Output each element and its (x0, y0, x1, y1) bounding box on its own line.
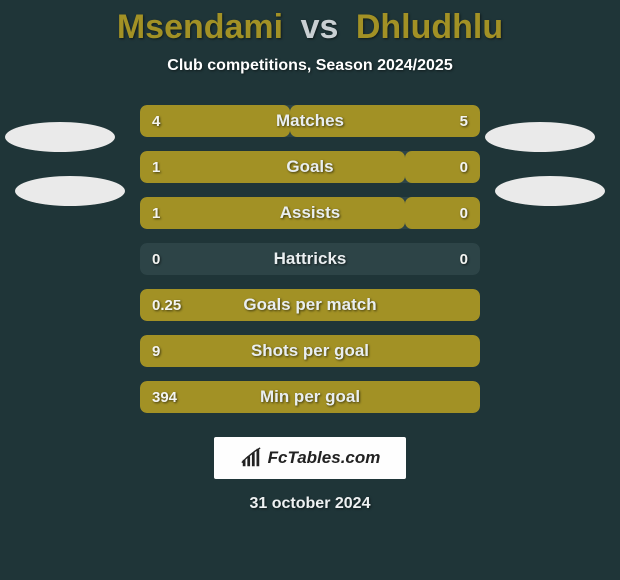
page-title: Msendami vs Dhludhlu (117, 8, 503, 47)
stat-row: Shots per goal9 (140, 335, 480, 367)
stat-row-fill-right (405, 151, 480, 183)
stat-row: Assists10 (140, 197, 480, 229)
stat-row: Hattricks00 (140, 243, 480, 275)
watermark-text: FcTables.com (268, 448, 381, 468)
stat-row-fill-left (140, 151, 405, 183)
stat-row: Goals10 (140, 151, 480, 183)
infographic-date: 31 october 2024 (250, 495, 371, 513)
comparison-infographic: Msendami vs Dhludhlu Club competitions, … (0, 0, 620, 580)
title-player2: Dhludhlu (356, 8, 503, 46)
stat-row-fill-right (290, 105, 480, 137)
stat-row-fill-right (405, 197, 480, 229)
decorative-ellipse (15, 176, 125, 206)
stat-row-fill-left (140, 335, 480, 367)
stat-row-fill-left (140, 105, 290, 137)
stat-row-track (140, 243, 480, 275)
title-player1: Msendami (117, 8, 283, 46)
stat-row: Matches45 (140, 105, 480, 137)
stat-row-fill-left (140, 289, 480, 321)
stat-row: Min per goal394 (140, 381, 480, 413)
watermark: FcTables.com (214, 437, 407, 479)
chart-icon (240, 447, 262, 469)
subtitle: Club competitions, Season 2024/2025 (167, 57, 452, 75)
title-vs: vs (301, 8, 339, 46)
stat-row: Goals per match0.25 (140, 289, 480, 321)
decorative-ellipse (5, 122, 115, 152)
stat-row-fill-left (140, 197, 405, 229)
stat-row-fill-left (140, 381, 480, 413)
decorative-ellipse (495, 176, 605, 206)
decorative-ellipse (485, 122, 595, 152)
